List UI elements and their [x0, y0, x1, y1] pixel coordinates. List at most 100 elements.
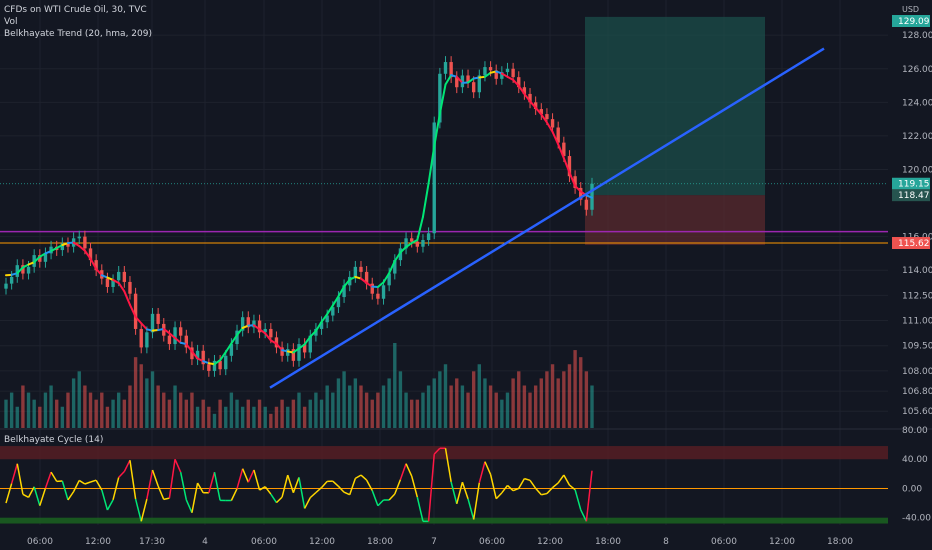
cycle-segment [236, 468, 244, 489]
volume-bar [26, 392, 31, 428]
trend-segment [252, 324, 261, 331]
volume-bar [269, 413, 273, 428]
overbought-band [0, 446, 888, 460]
candle-body [567, 156, 572, 177]
volume-bar [505, 392, 510, 428]
cycle-segment [95, 479, 103, 491]
volume-bar [43, 392, 48, 428]
candle-body [38, 255, 42, 262]
volume-bar [314, 392, 318, 428]
cycle-segment [399, 463, 407, 480]
cycle-segment [281, 474, 289, 498]
volume-bar [184, 399, 188, 428]
volume-bar [539, 378, 543, 428]
cycle-segment [90, 479, 97, 483]
candle-body [145, 332, 149, 348]
volume-bar [252, 406, 256, 428]
price-tick: 108.00 [902, 367, 932, 377]
trend-segment [557, 143, 565, 160]
trend-segment [55, 244, 64, 250]
cycle-segment [84, 481, 91, 485]
candle-body [545, 114, 549, 120]
trend-segment [359, 277, 368, 284]
volume-bar [291, 399, 296, 428]
cycle-segment [394, 479, 402, 495]
volume-bar [167, 399, 172, 428]
candle-body [252, 320, 256, 328]
trend-segment [444, 74, 453, 86]
oscillator-tick: 80.00 [902, 426, 928, 436]
trend-segment [134, 315, 143, 325]
volume-bar [212, 413, 217, 428]
cycle-segment [230, 488, 238, 501]
volume-bar [66, 392, 70, 428]
trend-segment [185, 343, 193, 353]
time-tick: 06:00 [27, 537, 53, 547]
price-tick: 114.00 [902, 266, 932, 276]
trend-segment [264, 332, 272, 342]
time-tick: 06:00 [251, 537, 277, 547]
trend-segment [405, 242, 413, 249]
volume-bar [49, 385, 53, 428]
volume-bar [494, 392, 498, 428]
trend-segment [343, 278, 351, 288]
candle-body [302, 344, 307, 353]
volume-bar [55, 399, 59, 428]
time-tick: 06:00 [479, 537, 505, 547]
candle-body [184, 335, 188, 348]
trend-segment [568, 171, 577, 187]
candle-body [9, 276, 14, 284]
candle-body [26, 266, 31, 274]
oversold-band [0, 517, 888, 524]
volume-bar [567, 364, 572, 428]
trend-segment [399, 246, 408, 254]
cycle-segment [72, 480, 80, 492]
volume-bar [77, 371, 81, 428]
ascending-trendline [269, 47, 825, 389]
oscillator-tick: -40.00 [902, 514, 931, 524]
volume-bars [4, 343, 594, 428]
volume-bar [545, 371, 549, 428]
volume-bar [235, 399, 239, 428]
trend-segment [314, 320, 323, 332]
cycle-segment [208, 471, 216, 493]
candle-body [494, 70, 498, 79]
candle-body [291, 349, 296, 361]
trend-segment [100, 274, 109, 279]
trend-segment [196, 357, 205, 363]
top-price-badge [892, 15, 930, 27]
trend-segment [506, 75, 515, 81]
trend-segment [33, 255, 41, 264]
cycle-segment [253, 469, 261, 491]
volume-bar [319, 399, 324, 428]
volume-bar [71, 378, 76, 428]
candle-body [4, 283, 8, 289]
candle-body [342, 285, 346, 298]
candle-body [432, 122, 436, 234]
candle-body [426, 233, 431, 240]
cycle-segment [444, 448, 452, 483]
cycle-segment [264, 486, 272, 495]
cycle-segment [552, 482, 559, 489]
belkhayate-trend-line [5, 70, 593, 366]
volume-bar [443, 364, 448, 428]
volume-bar [410, 399, 414, 428]
cycle-segment [33, 486, 41, 506]
candle-body [550, 119, 555, 128]
cycle-segment [377, 499, 385, 507]
time-tick: 12:00 [85, 537, 111, 547]
trend-segment [213, 359, 222, 366]
volume-bar [393, 343, 397, 428]
volume-bar [38, 406, 42, 428]
volume-bar [353, 378, 358, 428]
cycle-segment [427, 454, 435, 522]
volume-bar [286, 406, 290, 428]
trend-segment [241, 324, 250, 329]
volume-bar [381, 385, 386, 428]
candle-body [229, 344, 234, 356]
cycle-segment [343, 491, 351, 496]
volume-bar [15, 406, 19, 428]
trend-segment [298, 343, 306, 350]
volume-bar [426, 385, 431, 428]
